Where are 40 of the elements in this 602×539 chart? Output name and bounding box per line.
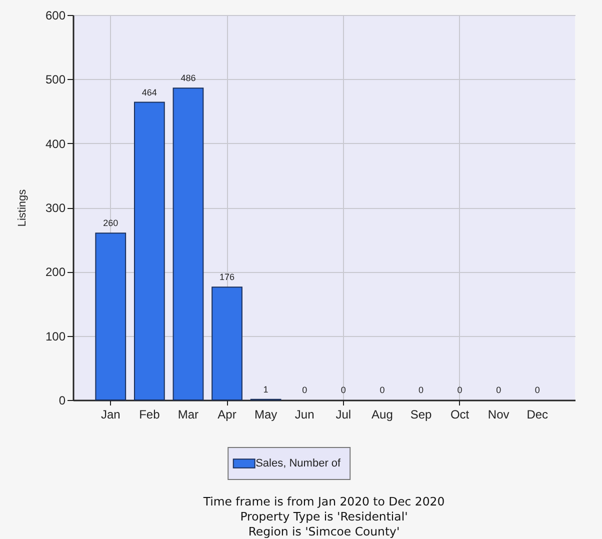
legend-label: Sales, Number of	[256, 458, 342, 470]
x-tick-label: May	[254, 408, 278, 422]
data-label: 0	[496, 385, 502, 395]
bar	[212, 286, 242, 400]
x-tick-label: Mar	[178, 408, 199, 422]
bar	[134, 102, 165, 400]
data-label: 0	[534, 385, 540, 395]
data-label: 1	[263, 384, 268, 394]
data-label: 0	[457, 385, 462, 395]
y-tick-label: 600	[45, 8, 66, 22]
x-tick-label: Jun	[294, 408, 314, 422]
x-tick-label: Jan	[100, 408, 120, 422]
y-axis-title: Listings	[16, 188, 28, 227]
bar	[95, 232, 126, 400]
y-tick-label: 200	[45, 265, 66, 280]
x-tick-label: Aug	[372, 408, 393, 422]
y-tick-label: 300	[45, 201, 66, 215]
data-label: 464	[142, 87, 157, 98]
data-label: 0	[340, 385, 346, 395]
y-tick-label: 400	[45, 136, 66, 151]
x-tick-label: Sep	[410, 408, 432, 422]
data-label: 176	[220, 272, 235, 282]
y-tick-label: 100	[45, 329, 66, 344]
data-label: 0	[302, 385, 308, 395]
x-tick-label: Jul	[336, 408, 352, 422]
data-label: 0	[380, 385, 385, 395]
text: Time frame is from Jan 2020 to Dec 2020	[202, 494, 445, 508]
x-tick-label: Nov	[488, 408, 510, 422]
x-tick-label: Apr	[218, 408, 236, 422]
text: Property Type is 'Residential'	[240, 510, 408, 524]
text: Region is 'Simcoe County'	[248, 524, 400, 538]
x-tick-label: Dec	[526, 408, 548, 422]
data-label: 486	[180, 73, 196, 84]
bar	[172, 88, 204, 400]
data-label: 0	[418, 385, 424, 395]
x-tick-label: Feb	[139, 408, 160, 422]
data-label: 260	[103, 218, 118, 228]
x-tick-label: Oct	[450, 408, 470, 422]
y-tick-label: 0	[58, 394, 66, 408]
y-tick-label: 500	[45, 72, 66, 87]
